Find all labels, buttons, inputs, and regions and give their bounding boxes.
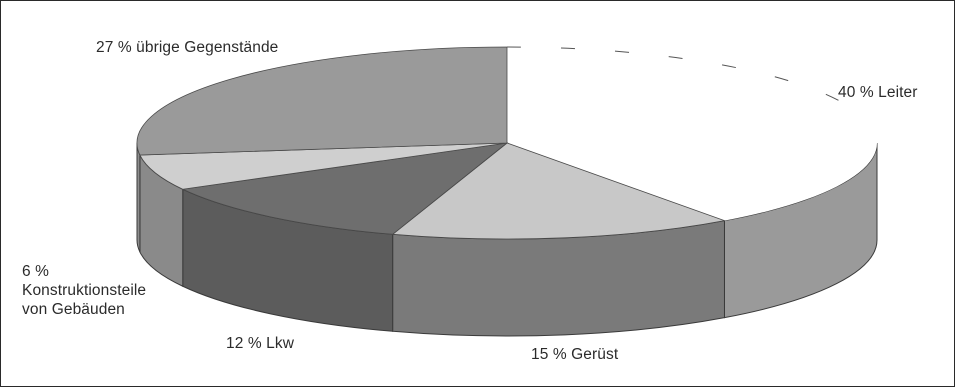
label-konstruktionsteile-line-3: von Gebäuden — [22, 301, 125, 318]
label-konstruktionsteile-line-2: Konstruktionsteile — [22, 282, 147, 299]
label-konstruktionsteile-line-1: 6 % — [22, 263, 50, 280]
label-leiter: 40 % Leiter — [838, 84, 918, 101]
label-geruest: 15 % Gerüst — [531, 346, 619, 363]
label-konstruktionsteile: 6 % Konstruktionsteile von Gebäuden — [22, 262, 146, 319]
pie-root — [136, 46, 878, 337]
pie-slice-konstruktionsteile-von-gebäuden — [139, 142, 508, 190]
pie-slice-lkw — [181, 142, 509, 235]
label-uebrige-gegenstaende: 27 % übrige Gegenstände — [96, 39, 279, 56]
pie-slice-übrige-gegenstände — [136, 46, 508, 156]
pie-side-übrige-gegenstände — [136, 142, 141, 253]
pie-rim-dash — [506, 46, 843, 103]
pie-slice-leiter — [507, 47, 877, 221]
label-lkw: 12 % Lkw — [226, 335, 294, 352]
pie-slice-gerüst — [391, 142, 727, 240]
